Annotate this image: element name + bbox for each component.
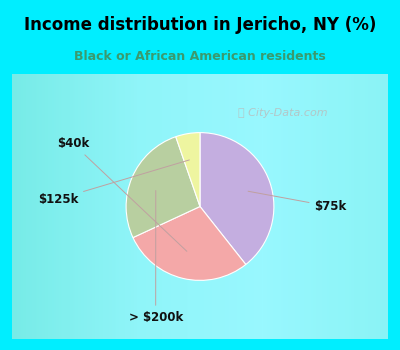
Text: > $200k: > $200k [128, 190, 183, 324]
Text: Income distribution in Jericho, NY (%): Income distribution in Jericho, NY (%) [24, 15, 376, 34]
Text: ⓘ City-Data.com: ⓘ City-Data.com [238, 108, 328, 118]
Text: $125k: $125k [38, 160, 189, 205]
Text: $75k: $75k [248, 191, 347, 213]
Text: Black or African American residents: Black or African American residents [74, 49, 326, 63]
Wedge shape [176, 133, 200, 206]
Wedge shape [133, 206, 246, 280]
Wedge shape [126, 137, 200, 238]
Text: $40k: $40k [57, 137, 187, 251]
Wedge shape [200, 133, 274, 265]
